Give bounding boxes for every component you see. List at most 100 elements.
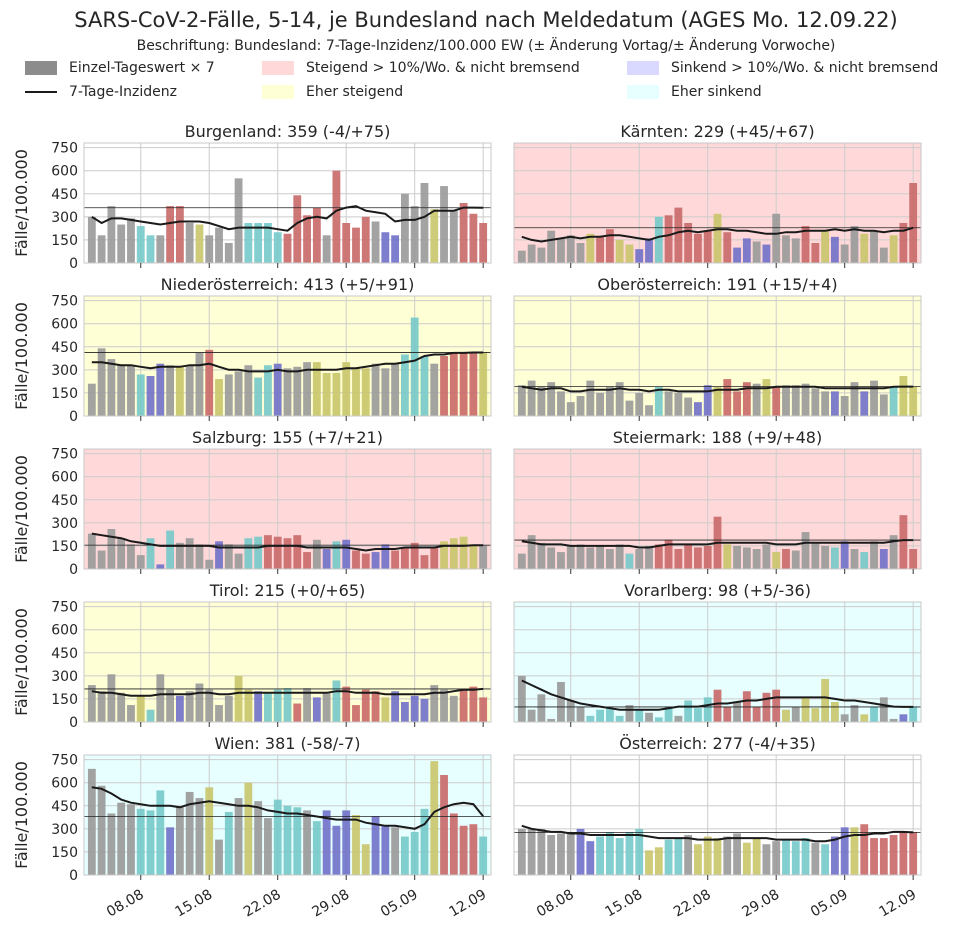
bar [117,365,126,416]
legend: Einzel-Tageswert × 7 7-Tage-Inzidenz Ste… [0,58,972,102]
legend-label: 7-Tage-Inzidenz [69,84,178,100]
bar [156,790,165,875]
bar [156,363,165,416]
bar [166,206,175,263]
bar [889,386,898,416]
bar [205,349,214,416]
bar [664,706,673,722]
bar [605,386,614,416]
bar [293,195,302,263]
bar [840,827,849,875]
bar [625,553,634,569]
bar [391,691,400,722]
bar [215,227,223,263]
bar [391,235,400,263]
bar [107,359,116,416]
panel-frame [83,601,492,723]
bar [127,804,135,875]
bar [635,392,644,416]
bar [136,808,145,875]
panel-title: Steiermark: 188 (+9/+48) [613,428,822,447]
bar [899,831,908,875]
bar [430,209,439,263]
bar [273,536,282,569]
bar [723,544,732,569]
bar [557,238,565,263]
x-tick-label: 29.08 [309,887,352,921]
bar [830,836,839,875]
bar [772,213,781,263]
bar [146,709,155,722]
bar [215,839,223,875]
bar [400,354,409,416]
bar [352,550,360,569]
bar [879,697,888,722]
bar [605,549,614,569]
incidence-line [521,385,914,393]
bar [752,383,761,416]
bar [752,706,761,722]
bar [342,539,351,569]
bar [576,706,585,722]
bar [879,247,888,263]
bar [645,850,653,875]
bar [703,836,712,875]
bar [723,836,732,875]
bar [127,365,135,416]
bar [449,352,458,416]
legend-swatch-yellow [262,85,294,99]
bar [361,689,370,722]
bar [742,842,751,875]
x-tick-label: 05.09 [808,887,851,921]
bar [654,216,663,263]
bar [625,244,634,263]
incidence-line [91,786,484,830]
bar [782,839,790,875]
bar [312,539,321,569]
bar [811,542,820,569]
bar [87,383,96,416]
bar [234,675,243,722]
chart-subtitle: Beschriftung: Bundesland: 7-Tage-Inziden… [136,38,836,54]
incidence-line [521,679,914,711]
bar [645,405,653,416]
y-tick-label: 600 [51,164,78,180]
bar [371,363,380,416]
bar [342,686,351,722]
bar [430,685,439,722]
bar [889,718,898,722]
bar [293,535,302,569]
panel-burgenland: Burgenland: 359 (-4/+75) 0 150 300 450 600 750… [12,122,492,272]
bar [889,535,898,569]
bar [801,226,810,263]
panel-frame [83,754,492,876]
bar [703,230,712,263]
y-tick-label: 0 [69,715,78,731]
bar [733,247,741,263]
bar [371,816,380,875]
bar [752,838,761,875]
y-tick-label: 750 [51,141,78,157]
bar [381,368,390,416]
bar [782,549,790,569]
bar [850,705,859,722]
y-tick-label: 450 [51,340,78,356]
bar [371,552,380,569]
bar [175,542,184,569]
panel-salzburg: Salzburg: 155 (+7/+21) 0 150 300 450 600 750 Fä… [12,428,492,578]
x-tick-label: 22.08 [241,887,284,921]
bar [479,836,488,875]
bar [821,844,830,875]
bar [684,700,693,722]
bar [557,682,565,722]
bar [684,544,693,569]
y-axis-label: Fälle/100.000 [12,149,31,257]
y-tick-label: 0 [69,562,78,578]
bar [381,232,390,263]
bar [283,805,292,875]
bar [332,825,341,875]
bar [537,542,546,569]
panel-frame [83,142,492,264]
bar [909,832,918,875]
bar [791,550,800,569]
